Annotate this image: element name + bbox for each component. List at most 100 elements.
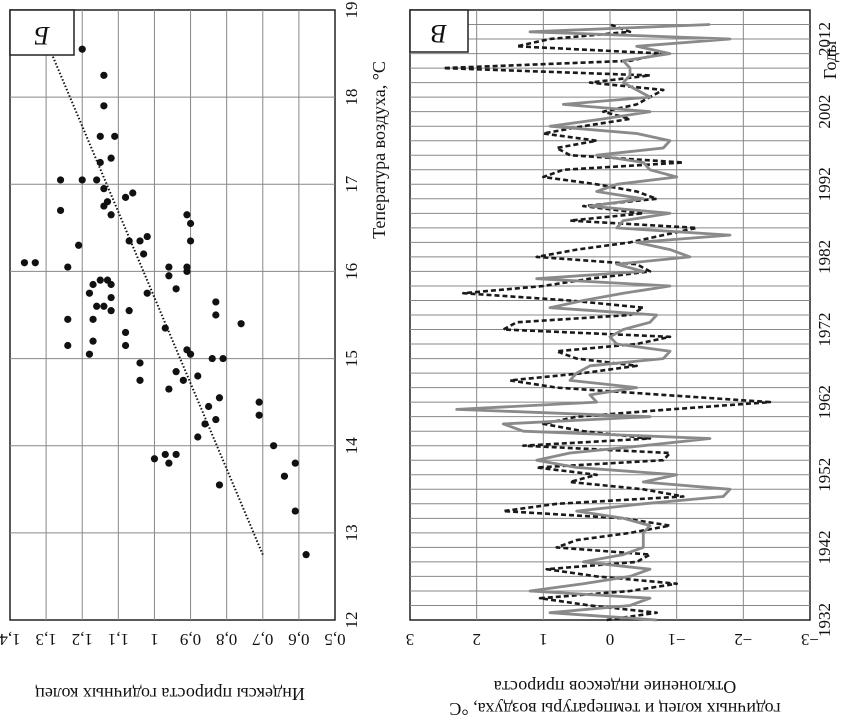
panel-b-point — [136, 237, 144, 245]
panel-b-point — [165, 385, 173, 393]
panel-b-point — [100, 302, 108, 310]
panel-b-point — [100, 102, 108, 110]
panel-b-point — [107, 154, 115, 162]
panel-v-year-tick-label: 2012 — [815, 22, 834, 56]
panel-b-point — [215, 394, 224, 402]
panel-b-x-tick-label: 0,7 — [252, 630, 274, 649]
panel-b-point — [75, 241, 83, 249]
panel-b-point — [291, 459, 299, 467]
panel-b: 1,4 1,3 1,2 1,1 1 0,9 0,8 0,7 0,6 0,512 13 14 15 16 17… — [0, 2, 389, 705]
panel-b-point — [78, 45, 86, 53]
panel-b-point — [93, 176, 101, 184]
panel-b-point — [291, 507, 299, 515]
panel-v-year-tick-label: 1952 — [815, 458, 834, 492]
panel-b-point — [186, 219, 195, 228]
panel-b-point — [183, 211, 191, 219]
panel-v-year-tick-label: 1982 — [815, 240, 834, 274]
panel-b-point — [107, 307, 115, 315]
panel-b-point — [179, 376, 187, 384]
panel-v-value-tick-label: −3 — [801, 630, 819, 649]
panel-b-x-tick-label: 0,6 — [288, 630, 309, 649]
panel-b-point — [56, 206, 65, 215]
panel-b-point — [302, 551, 310, 559]
panel-b-point — [121, 328, 130, 337]
panel-v-value-tick-label: 2 — [472, 630, 481, 649]
panel-v-letter: В — [431, 19, 447, 48]
panel-v-y-title-line2: годичных колец и температуры воздуха, °С — [449, 699, 780, 718]
panel-v-letter-box — [409, 9, 469, 53]
panel-b-point — [96, 132, 104, 140]
panel-b-point — [89, 280, 97, 289]
panel-b-y-tick-label: 17 — [342, 175, 361, 193]
panel-b-point — [237, 320, 245, 328]
panel-b-x-tick-label: 1 — [150, 630, 159, 649]
panel-v-x-title: Годы — [820, 41, 840, 80]
panel-b-point — [186, 350, 195, 358]
panel-b-point — [172, 368, 180, 376]
panel-b-grid — [10, 10, 335, 620]
panel-b-y-title: Тепература воздуха, °С — [369, 61, 389, 239]
panel-b-y-tick-label: 18 — [342, 89, 361, 106]
panel-b-point — [140, 250, 148, 258]
panel-b-point — [150, 455, 159, 463]
panel-v-y-title-line1: Отклонение индексов прироста — [494, 677, 736, 697]
panel-b-letter: Б — [34, 21, 50, 50]
panel-b-point — [201, 420, 209, 428]
panel-b-point — [125, 237, 133, 245]
panel-b-point — [212, 298, 220, 306]
panel-b-points — [20, 45, 310, 559]
panel-b-point — [129, 189, 137, 197]
panel-b-point — [107, 293, 115, 302]
panel-b-point — [165, 459, 173, 467]
panel-b-point — [89, 315, 97, 323]
panel-b-point — [103, 198, 112, 206]
panel-b-y-tick-label: 16 — [342, 263, 361, 280]
panel-b-point — [100, 71, 108, 79]
panel-v-value-tick-label: 3 — [406, 630, 415, 649]
panel-b-point — [255, 398, 263, 406]
panel-b-point — [255, 411, 263, 419]
panel-b-point — [172, 450, 180, 459]
panel-v-grid — [410, 10, 810, 620]
panel-b-ticks: 1,4 1,3 1,2 1,1 1 0,9 0,8 0,7 0,6 0,512 13 14 15 16 17… — [0, 2, 361, 650]
panel-b-x-tick-label: 0,8 — [216, 630, 237, 649]
panel-b-point — [85, 289, 94, 297]
panel-b-point — [165, 263, 173, 271]
panel-b-point — [136, 359, 144, 367]
panel-b-x-tick-label: 1,2 — [72, 630, 93, 649]
panel-v-value-tick-label: −2 — [734, 630, 752, 649]
panel-b-point — [212, 415, 220, 424]
panel-b-point — [64, 315, 72, 323]
panel-b-point — [31, 259, 39, 267]
panel-v-value-tick-label: 1 — [539, 630, 548, 649]
panel-b-point — [205, 402, 213, 411]
panel-b-x-title: Индексы прироста годичных колец — [35, 684, 305, 704]
panel-b-point — [280, 472, 289, 480]
panel-b-point — [85, 350, 94, 358]
panel-b-point — [125, 307, 133, 315]
panel-b-point — [121, 193, 130, 201]
panel-b-y-tick-label: 15 — [342, 350, 361, 367]
panel-b-point — [136, 376, 144, 384]
panel-v-series — [441, 23, 772, 622]
panel-b-point — [20, 259, 29, 267]
panel-b-point — [93, 302, 101, 310]
panel-v-year-tick-label: 2002 — [815, 95, 834, 129]
panel-v-year-tick-label: 1962 — [815, 385, 834, 419]
panel-v-year-tick-label: 1942 — [815, 530, 834, 564]
panel-b-y-tick-label: 12 — [342, 612, 361, 629]
panel-b-x-tick-label: 1,3 — [35, 630, 56, 649]
panel-b-letter-box — [9, 9, 75, 56]
panel-b-point — [78, 176, 86, 184]
panel-v-year-tick-label: 1932 — [815, 603, 834, 637]
panel-b-point — [194, 372, 202, 380]
panel-b-x-tick-label: 1,4 — [0, 630, 21, 649]
panel-b-point — [219, 354, 227, 363]
panel-b-point — [96, 158, 104, 167]
panel-b-y-tick-label: 14 — [342, 437, 361, 455]
panel-b-point — [64, 341, 72, 350]
panel-b-point — [56, 176, 65, 184]
panel-b-point — [143, 232, 151, 241]
